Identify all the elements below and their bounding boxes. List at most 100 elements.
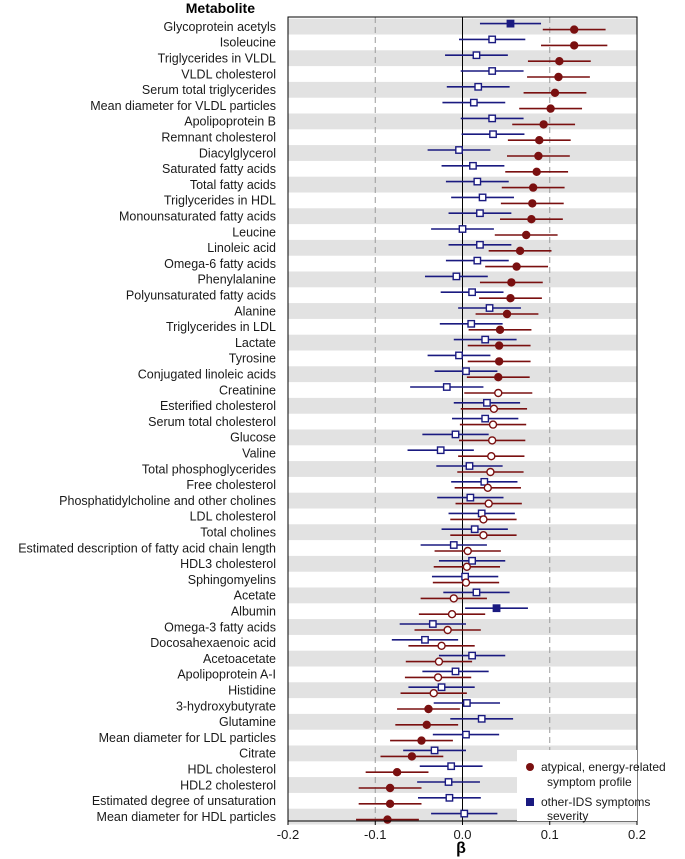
point-atypical (385, 783, 395, 793)
metabolite-label: Free cholesterol (186, 478, 276, 492)
metabolite-label: Citrate (239, 747, 276, 761)
metabolite-label: Sphingomyelins (188, 573, 276, 587)
point-other-ids (506, 19, 515, 28)
metabolite-label: Serum total cholesterol (148, 415, 276, 429)
point-atypical (417, 736, 426, 745)
point-other-ids (469, 161, 477, 170)
point-atypical (489, 404, 499, 413)
point-atypical (502, 309, 512, 319)
point-atypical (494, 341, 504, 350)
point-atypical (422, 720, 431, 729)
point-other-ids (488, 114, 497, 123)
x-axis-title: β (456, 840, 466, 857)
legend-label-atypical: atypical, energy-related (541, 760, 666, 774)
point-other-ids (445, 793, 454, 802)
point-other-ids (468, 288, 476, 297)
metabolite-label: Valine (242, 447, 276, 461)
metabolite-label: Glutamine (219, 715, 276, 729)
point-other-ids (466, 493, 475, 502)
point-other-ids (488, 35, 497, 44)
point-other-ids (492, 604, 501, 613)
point-atypical (515, 246, 525, 256)
x-tick-label: 0.0 (453, 827, 471, 842)
row-labels: Glycoprotein acetyls Isoleucine Triglyceri… (18, 20, 276, 824)
point-atypical (434, 657, 444, 666)
point-other-ids (480, 477, 489, 486)
point-other-ids (481, 335, 490, 344)
point-other-ids (462, 699, 471, 707)
point-other-ids (473, 177, 482, 186)
row-header: Metabolite (186, 0, 255, 16)
point-other-ids (468, 556, 476, 565)
point-atypical (495, 325, 505, 334)
point-atypical (528, 199, 537, 208)
point-other-ids (473, 256, 482, 265)
data-marks (356, 19, 608, 824)
metabolite-label: 3-hydroxybutyrate (176, 699, 276, 713)
metabolite-label: Phenylalanine (197, 273, 276, 287)
metabolite-label: Conjugated linoleic acids (138, 368, 276, 382)
metabolite-label: Phosphatidylcholine and other cholines (59, 494, 276, 508)
point-atypical (494, 357, 504, 366)
point-other-ids (481, 414, 490, 423)
metabolite-label: Isoleucine (220, 36, 276, 50)
point-atypical (534, 151, 543, 161)
point-other-ids (428, 620, 437, 628)
metabolite-label: Total cholines (200, 526, 276, 540)
legend-label-atypical-line2: symptom profile (547, 775, 632, 789)
point-other-ids (472, 588, 481, 597)
point-other-ids (462, 730, 470, 739)
point-other-ids (470, 525, 479, 534)
metabolite-label: Linoleic acid (207, 241, 276, 255)
metabolite-label: Albumin (231, 605, 276, 619)
point-atypical (527, 214, 536, 224)
point-other-ids (462, 367, 470, 376)
metabolite-label: Omega-6 fatty acids (164, 257, 276, 271)
point-atypical (424, 704, 433, 714)
metabolite-label: HDL3 cholesterol (180, 557, 276, 571)
metabolite-label: Polyunsaturated fatty acids (126, 289, 276, 303)
metabolite-label: Apolipoprotein B (184, 115, 276, 129)
metabolite-label: LDL cholesterol (190, 510, 276, 524)
point-other-ids (474, 82, 483, 91)
point-other-ids (458, 225, 467, 233)
point-other-ids (437, 683, 446, 692)
legend-background (517, 750, 637, 821)
x-tick-label: -0.1 (364, 827, 386, 842)
point-other-ids (449, 541, 458, 549)
metabolite-label: Estimated degree of unsaturation (92, 794, 276, 808)
point-atypical (447, 610, 457, 619)
metabolite-label: Tyrosine (229, 352, 276, 366)
point-other-ids (421, 635, 429, 644)
point-other-ids (472, 51, 481, 60)
metabolite-label: Lactate (235, 336, 276, 350)
point-other-ids (460, 809, 469, 818)
metabolite-label: Apolipoprotein A-I (177, 668, 276, 682)
metabolite-label: Creatinine (219, 383, 276, 397)
metabolite-label: Glucose (230, 431, 276, 445)
point-other-ids (477, 714, 486, 723)
point-other-ids (488, 67, 497, 75)
point-other-ids (478, 193, 487, 202)
point-other-ids (489, 130, 497, 139)
legend-marker-atypical (526, 763, 534, 771)
point-atypical (462, 562, 472, 571)
point-atypical (507, 278, 516, 287)
point-atypical (550, 88, 560, 98)
point-atypical (407, 752, 417, 761)
point-atypical (487, 436, 497, 445)
metabolite-label: Remnant cholesterol (161, 131, 276, 145)
metabolite-label: Esterified cholesterol (160, 399, 276, 413)
point-atypical (461, 578, 471, 587)
metabolite-label: Monounsaturated fatty acids (119, 210, 276, 224)
point-other-ids (442, 383, 451, 391)
point-atypical (494, 373, 503, 382)
point-atypical (554, 72, 563, 82)
metabolite-label: Acetate (234, 589, 276, 603)
metabolite-label: Diacylglycerol (199, 146, 276, 160)
point-atypical (437, 641, 446, 650)
point-other-ids (455, 146, 463, 154)
metabolite-label: HDL2 cholesterol (180, 778, 276, 792)
metabolite-label: Alanine (234, 304, 276, 318)
metabolite-label: Omega-3 fatty acids (164, 620, 276, 634)
